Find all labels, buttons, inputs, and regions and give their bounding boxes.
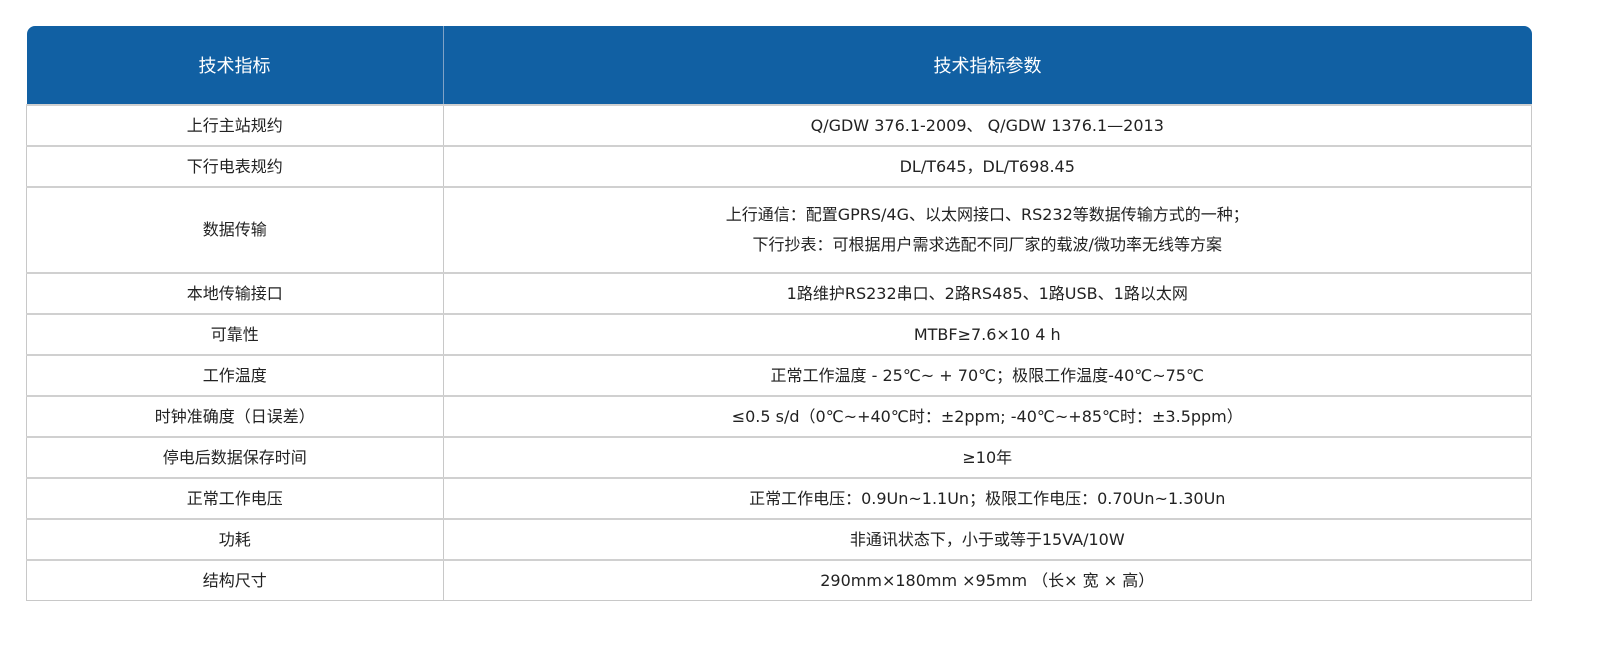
spec-value: Q/GDW 376.1-2009、 Q/GDW 1376.1—2013	[442, 104, 1532, 147]
spec-value: MTBF≥7.6×10 4 h	[442, 313, 1532, 356]
spec-value: 非通讯状态下，小于或等于15VA/10W	[442, 518, 1532, 561]
table-row: 正常工作电压 正常工作电压：0.9Un~1.1Un；极限工作电压：0.70Un~1…	[26, 477, 1532, 520]
table-body: 上行主站规约 Q/GDW 376.1-2009、 Q/GDW 1376.1—201…	[26, 104, 1532, 601]
table-row: 时钟准确度（日误差） ≤0.5 s/d（0℃~+40℃时：±2ppm; -40℃~…	[26, 395, 1532, 438]
spec-value-line: 上行通信：配置GPRS/4G、以太网接口、RS232等数据传输方式的一种；	[725, 205, 1249, 224]
spec-name: 数据传输	[26, 186, 444, 274]
spec-value: 正常工作电压：0.9Un~1.1Un；极限工作电压：0.70Un~1.30Un	[442, 477, 1532, 520]
table-row: 工作温度 正常工作温度 - 25℃~ + 70℃；极限工作温度-40℃~75℃	[26, 354, 1532, 397]
table-row: 本地传输接口 1路维护RS232串口、2路RS485、1路USB、1路以太网	[26, 272, 1532, 315]
spec-name: 工作温度	[26, 354, 444, 397]
spec-value-line: ≥10年	[962, 447, 1013, 467]
header-params: 技术指标参数	[443, 26, 1532, 105]
spec-value-line: MTBF≥7.6×10 4 h	[913, 324, 1061, 344]
spec-table: 技术指标 技术指标参数 上行主站规约 Q/GDW 376.1-2009、 Q/GD…	[26, 26, 1532, 601]
spec-value-line: DL/T645，DL/T698.45	[899, 156, 1075, 176]
spec-name: 功耗	[26, 518, 444, 561]
spec-value: DL/T645，DL/T698.45	[442, 145, 1532, 188]
spec-value-line: 非通讯状态下，小于或等于15VA/10W	[849, 529, 1125, 549]
spec-name: 结构尺寸	[26, 559, 444, 601]
spec-name: 下行电表规约	[26, 145, 444, 188]
spec-value: 1路维护RS232串口、2路RS485、1路USB、1路以太网	[442, 272, 1532, 315]
spec-value-line: 下行抄表：可根据用户需求选配不同厂家的载波/微功率无线等方案	[752, 235, 1222, 254]
table-row: 可靠性 MTBF≥7.6×10 4 h	[26, 313, 1532, 356]
table-row: 停电后数据保存时间 ≥10年	[26, 436, 1532, 479]
spec-value-line: 正常工作温度 - 25℃~ + 70℃；极限工作温度-40℃~75℃	[770, 365, 1204, 385]
spec-value-line: 正常工作电压：0.9Un~1.1Un；极限工作电压：0.70Un~1.30Un	[749, 488, 1226, 508]
table-row: 下行电表规约 DL/T645，DL/T698.45	[26, 145, 1532, 188]
spec-name: 时钟准确度（日误差）	[26, 395, 444, 438]
spec-value: 正常工作温度 - 25℃~ + 70℃；极限工作温度-40℃~75℃	[442, 354, 1532, 397]
spec-value-line: 290mm×180mm ×95mm （长× 宽 × 高）	[820, 570, 1155, 590]
spec-name: 停电后数据保存时间	[26, 436, 444, 479]
header-spec: 技术指标	[26, 26, 444, 105]
spec-name: 可靠性	[26, 313, 444, 356]
table-row: 数据传输 上行通信：配置GPRS/4G、以太网接口、RS232等数据传输方式的一种…	[26, 186, 1532, 274]
spec-value: 上行通信：配置GPRS/4G、以太网接口、RS232等数据传输方式的一种； 下行抄…	[442, 186, 1532, 274]
spec-value-line: Q/GDW 376.1-2009、 Q/GDW 1376.1—2013	[810, 115, 1164, 135]
spec-value: 290mm×180mm ×95mm （长× 宽 × 高）	[442, 559, 1532, 601]
spec-name: 本地传输接口	[26, 272, 444, 315]
spec-value: ≥10年	[442, 436, 1532, 479]
spec-value-line: 1路维护RS232串口、2路RS485、1路USB、1路以太网	[786, 283, 1188, 303]
table-row: 功耗 非通讯状态下，小于或等于15VA/10W	[26, 518, 1532, 561]
header-row: 技术指标 技术指标参数	[26, 26, 1532, 105]
spec-name: 正常工作电压	[26, 477, 444, 520]
table-row: 上行主站规约 Q/GDW 376.1-2009、 Q/GDW 1376.1—201…	[26, 104, 1532, 147]
table-row: 结构尺寸 290mm×180mm ×95mm （长× 宽 × 高）	[26, 559, 1532, 601]
spec-name: 上行主站规约	[26, 104, 444, 147]
spec-value-line: ≤0.5 s/d（0℃~+40℃时：±2ppm; -40℃~+85℃时：±3.5…	[731, 406, 1243, 426]
spec-value: ≤0.5 s/d（0℃~+40℃时：±2ppm; -40℃~+85℃时：±3.5…	[442, 395, 1532, 438]
